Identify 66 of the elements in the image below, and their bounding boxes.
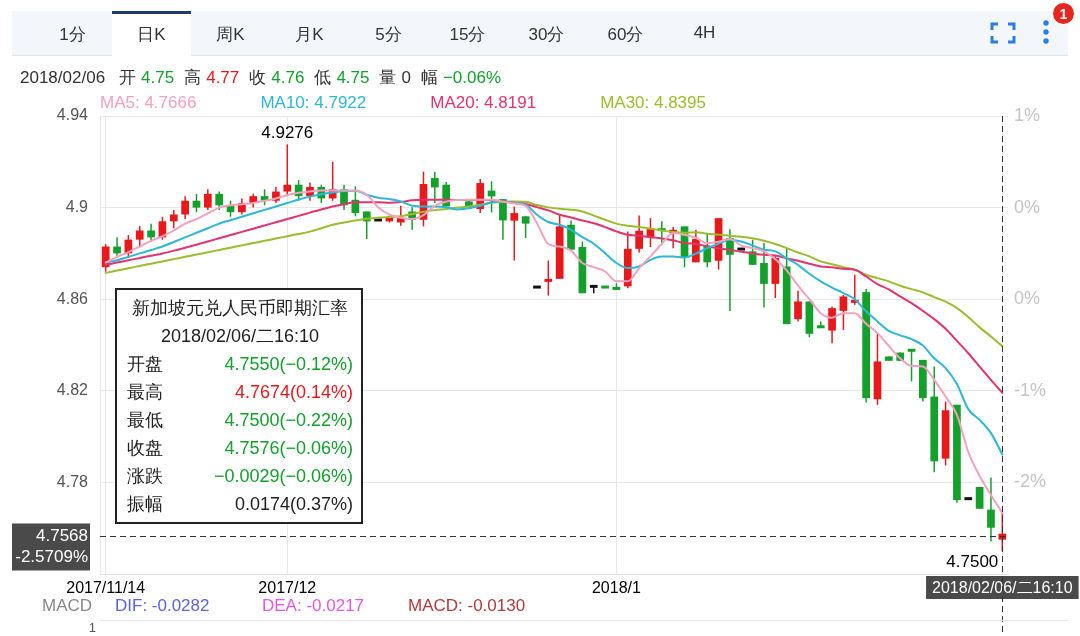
y-tick-label: 4.86 [56,289,89,307]
x-tick-label: 2018/1 [591,579,641,597]
text: 30分 [528,24,565,46]
candlestick [113,237,121,256]
text: 量 [379,67,397,89]
text: 4H [693,23,716,43]
text: MA5: 4.7666 [100,93,197,113]
text: 4.77 [206,68,240,88]
annotation: 4.7576(−0.06%) [224,437,353,460]
text: 4.75 [141,68,175,88]
category-label: 2018/02/06/二16:10 [160,326,320,346]
y-tick-label: 4.82 [56,381,89,399]
text: DIF: -0.0282 [115,596,210,616]
y2-tick-label: -2% [1014,471,1047,492]
text: 开 [119,67,137,89]
text: 幅 [420,67,438,89]
text: DEA: -0.0217 [262,596,365,616]
annotation: 最低 [127,409,163,432]
chart-title: 新加坡元兑人民币即期汇率 [132,298,348,318]
text: 4.76 [271,68,305,88]
text: 月K [295,24,324,46]
notification-badge: 1 [1053,3,1074,24]
x-tick-label: 2017/11/14 [66,579,146,597]
annotation: 开盘 [127,353,163,376]
text: 低 [314,67,332,89]
y2-tick-label: 0% [1014,288,1041,309]
text: 1分 [59,24,86,46]
annotation: 4.7674(0.14%) [234,381,353,404]
text: 收 [249,67,267,89]
annotation: 最高 [127,381,163,404]
annotation: 4.7500 [946,552,999,572]
annotation: 4.7550(−0.12%) [224,353,353,376]
text: 5分 [375,24,402,46]
text: −0.06% [442,68,502,88]
annotation: 涨跌 [127,465,163,488]
text: 周K [216,24,245,46]
annotation: 4.7500(−0.22%) [224,409,353,432]
text: 4.75 [336,68,370,88]
y2-tick-label: 0% [1014,196,1041,217]
y2-tick-label: -1% [1014,379,1047,400]
y-tick-label: 4.78 [56,472,89,490]
y-tick-label: 4.9 [65,198,89,216]
text: 1 [88,620,96,635]
text: 日K [137,24,166,46]
text: 60分 [607,24,644,46]
text: 2018/02/06 [20,68,106,88]
text: MA20: 4.8191 [430,93,537,113]
text: MA30: 4.8395 [600,93,706,113]
annotation: 4.9276 [261,122,314,142]
annotation: 收盘 [127,437,163,460]
ref-line-label: 4.7568 [36,526,88,546]
text: 15分 [449,24,486,46]
annotation: −0.0029(−0.06%) [213,465,353,488]
text: -2.5709% [15,547,88,567]
text: 高 [184,67,202,89]
y2-tick-label: 1% [1014,104,1041,125]
x-tick-label: 2018/02/06/二16:10 [932,579,1073,597]
annotation: 0.0174(0.37%) [234,493,353,516]
y-tick-label: 4.94 [56,106,89,124]
text: MACD: -0.0130 [408,596,526,616]
text: MA10: 4.7922 [260,93,367,113]
text: MACD [42,596,93,616]
annotation: 振幅 [127,493,163,516]
line-series [104,200,1004,348]
x-tick-label: 2017/12 [258,579,317,597]
text: 0 [401,68,411,88]
